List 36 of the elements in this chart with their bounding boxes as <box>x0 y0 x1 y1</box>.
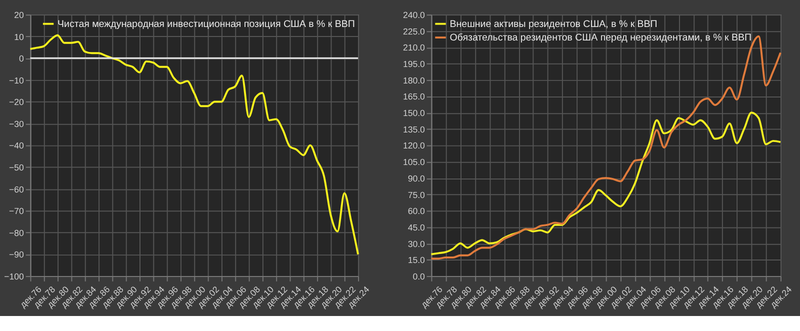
legend-label: Чистая международная инвестиционная позиция США в % к ВВП <box>58 18 355 30</box>
legend-label: Обязательства резидентов США перед нерезидентами, в % к ВВП <box>450 32 752 44</box>
y-tick-label: 135.0 <box>402 124 425 134</box>
y-tick-label: −70 <box>9 206 24 216</box>
y-tick-label: 180.0 <box>402 75 425 86</box>
y-tick-label: 15.0 <box>408 255 425 266</box>
y-tick-label: −100 <box>4 271 24 282</box>
y-tick-label: −40 <box>9 140 24 151</box>
y-tick-label: 90.0 <box>408 173 425 184</box>
y-tick-label: −60 <box>9 184 24 194</box>
y-tick-label: 30.0 <box>408 238 425 249</box>
y-tick-label: 105.0 <box>402 157 425 168</box>
y-tick-label: 225.0 <box>402 26 425 36</box>
y-tick-label: 165.0 <box>402 92 425 102</box>
y-tick-label: 150.0 <box>402 108 425 118</box>
y-tick-label: 60.0 <box>408 206 425 216</box>
y-tick-label: −50 <box>9 162 24 173</box>
y-tick-label: 0 <box>19 54 24 64</box>
y-tick-label: 20 <box>14 10 24 20</box>
y-tick-label: 0.0 <box>412 271 425 282</box>
y-tick-label: 45.0 <box>408 222 425 232</box>
y-tick-label: −20 <box>9 97 24 108</box>
y-tick-label: 195.0 <box>402 59 425 70</box>
y-tick-label: −90 <box>9 250 24 260</box>
line-series <box>430 112 782 256</box>
y-tick-label: 75.0 <box>408 190 425 200</box>
legend-label: Внешние активы резидентов США, в % к ВВП <box>450 18 658 30</box>
y-tick-label: 10 <box>14 32 24 42</box>
y-tick-label: −30 <box>9 118 24 129</box>
y-tick-label: 210.0 <box>402 42 425 53</box>
y-tick-label: 240.0 <box>402 10 425 20</box>
y-tick-label: −80 <box>9 228 24 238</box>
line-series <box>430 35 782 260</box>
line-series <box>29 34 360 256</box>
y-tick-label: 120.0 <box>402 140 425 151</box>
y-tick-label: −10 <box>9 75 24 86</box>
